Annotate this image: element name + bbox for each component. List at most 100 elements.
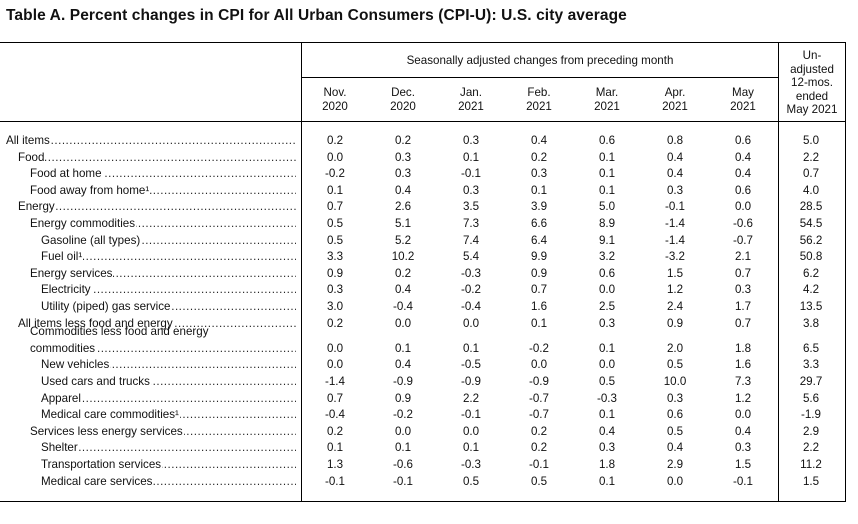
table-cell: 5.6 xyxy=(802,391,820,405)
column-header-month: Nov. xyxy=(323,86,347,99)
column-header-month: May xyxy=(732,86,754,99)
label-col-divider xyxy=(301,42,302,502)
table-cell: 9.1 xyxy=(598,233,616,247)
table-cell: 29.7 xyxy=(799,374,823,388)
table-cell: 1.2 xyxy=(666,283,684,297)
table-cell: -0.1 xyxy=(461,167,481,181)
row-label: Electricity xyxy=(41,282,92,297)
table-cell: 2.0 xyxy=(666,341,684,355)
row-label: Fuel oil¹ xyxy=(41,249,84,264)
column-header-year: 2021 xyxy=(662,100,688,113)
table-cell: 5.1 xyxy=(394,217,412,230)
table-cell: 0.4 xyxy=(394,358,412,372)
table-cell: 6.2 xyxy=(802,266,820,280)
table-cell: 3.9 xyxy=(530,200,548,214)
table-cell: 0.4 xyxy=(530,134,548,147)
column-header-month: Mar. xyxy=(595,86,619,99)
table-cell: 0.3 xyxy=(462,134,480,147)
row-label-text: Food at home xyxy=(30,167,103,181)
row-label: All items less food and energy xyxy=(18,316,174,331)
table-cell: 0.0 xyxy=(326,150,344,164)
table-cell: -0.3 xyxy=(461,266,481,280)
table-cell: 0.1 xyxy=(326,183,344,197)
table-cell: 0.7 xyxy=(326,200,344,214)
row-label-text: Utility (piped) gas service xyxy=(41,300,172,313)
table-cell: 10.2 xyxy=(391,250,415,264)
table-cell: 0.0 xyxy=(394,316,412,330)
table-cell: 1.2 xyxy=(734,391,752,405)
table-cell: 28.5 xyxy=(799,200,823,214)
table-cell: 0.0 xyxy=(734,408,752,422)
column-header-year: 2020 xyxy=(390,100,416,113)
table-cell: 6.6 xyxy=(530,217,548,230)
table-cell: 0.3 xyxy=(666,183,684,197)
leader-dots: ........................................… xyxy=(41,441,296,455)
table-cell: 0.0 xyxy=(734,200,752,214)
row-label-text: Energy xyxy=(18,200,56,214)
table-cell: -1.4 xyxy=(665,233,685,247)
row-label-text: Fuel oil¹ xyxy=(41,250,84,264)
table-cell: 0.2 xyxy=(326,134,344,147)
table-cell: 3.5 xyxy=(462,200,480,214)
table-cell: 1.7 xyxy=(734,300,752,313)
table-cell: -3.2 xyxy=(665,250,685,264)
table-cell: 5.2 xyxy=(394,233,412,247)
row-label-text: Transportation services xyxy=(41,457,163,471)
table-cell: 0.0 xyxy=(462,316,480,330)
row-label: Energy xyxy=(18,199,56,214)
table-cell: -1.4 xyxy=(665,217,685,230)
table-cell: 50.8 xyxy=(799,250,823,264)
table-cell: 0.9 xyxy=(530,266,548,280)
table-cell: 0.4 xyxy=(734,150,752,164)
row-label: Energy commodities xyxy=(30,216,137,231)
table-cell: 0.0 xyxy=(666,474,684,488)
table-cell: 0.5 xyxy=(598,374,616,388)
table-cell: 2.2 xyxy=(802,150,820,164)
table-cell: 0.7 xyxy=(734,266,752,280)
row-label: Food at home xyxy=(30,166,103,181)
column-header-year: 2021 xyxy=(526,100,552,113)
table-cell: 0.1 xyxy=(598,183,616,197)
unadjusted-header-line: ended xyxy=(795,89,829,103)
table-cell: 0.2 xyxy=(530,150,548,164)
table-cell: 0.5 xyxy=(462,474,480,488)
table-cell: -0.3 xyxy=(461,457,481,471)
table-cell: 0.9 xyxy=(666,316,684,330)
table-cell: 0.4 xyxy=(734,424,752,438)
row-label-text: New vehicles xyxy=(41,358,111,372)
table-cell: 3.2 xyxy=(598,250,616,264)
table-cell: -0.1 xyxy=(393,474,413,488)
row-label: Energy services xyxy=(30,266,114,281)
table-cell: -0.4 xyxy=(461,300,481,313)
row-label-text: Energy commodities xyxy=(30,217,137,230)
row-label-text: Food xyxy=(18,150,46,164)
table-cell: 8.9 xyxy=(598,217,616,230)
table-cell: -0.6 xyxy=(733,217,753,230)
row-label: commodities xyxy=(30,341,97,356)
row-label-text: Medical care services xyxy=(41,474,154,488)
table-cell: -0.1 xyxy=(529,457,549,471)
column-header: Jan. 2021 xyxy=(437,86,505,114)
row-label-text: Energy services xyxy=(30,266,114,280)
table-cell: 2.9 xyxy=(802,424,820,438)
table-cell: -0.2 xyxy=(393,408,413,422)
table-cell: 0.3 xyxy=(530,167,548,181)
table-cell: 0.3 xyxy=(734,441,752,455)
table-cell: -0.1 xyxy=(325,474,345,488)
unadjusted-header-line: 12-mos. xyxy=(791,76,833,89)
row-label: Used cars and trucks xyxy=(41,374,151,389)
leader-dots: ........................................… xyxy=(41,250,296,264)
table-cell: 0.6 xyxy=(734,134,752,147)
table-cell: 0.8 xyxy=(666,134,684,147)
table-cell: -0.3 xyxy=(597,391,617,405)
column-header-year: 2021 xyxy=(458,100,484,113)
table-cell: 1.8 xyxy=(734,341,752,355)
table-cell: 2.1 xyxy=(734,250,752,264)
row-label-text: Medical care commodities¹ xyxy=(41,408,180,422)
table-cell: -0.9 xyxy=(461,374,481,388)
table-cell: 0.7 xyxy=(734,316,752,330)
table-cell: 0.0 xyxy=(326,341,344,355)
row-label: Utility (piped) gas service xyxy=(41,299,172,314)
table-cell: 54.5 xyxy=(799,217,823,230)
table-cell: 0.5 xyxy=(666,424,684,438)
